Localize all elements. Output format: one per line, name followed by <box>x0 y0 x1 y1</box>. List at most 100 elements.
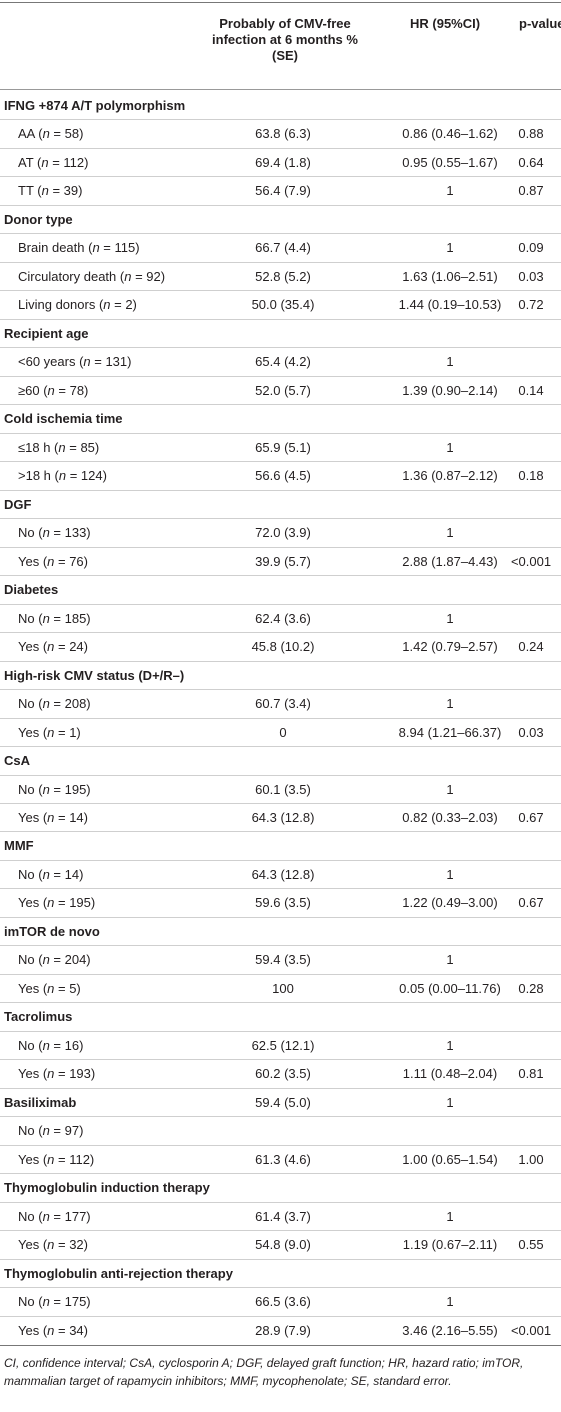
row-rule <box>0 689 561 690</box>
value-cell: 1.00 <box>518 1151 544 1167</box>
value-cell: 0.03 <box>518 268 544 284</box>
value-cell: 54.8 (9.0) <box>255 1237 311 1253</box>
row-rule <box>0 290 561 291</box>
value-cell: 0.09 <box>518 240 544 256</box>
row-label: Yes (n = 195) <box>18 895 96 911</box>
value-cell: 0.72 <box>518 297 544 313</box>
row-rule <box>0 1031 561 1032</box>
row-label: AT (n = 112) <box>18 154 89 170</box>
value-cell: 0.55 <box>518 1237 544 1253</box>
row-label: No (n = 177) <box>18 1208 91 1224</box>
value-cell: 69.4 (1.8) <box>255 154 311 170</box>
row-label: Living donors (n = 2) <box>18 297 137 313</box>
row-rule <box>0 718 561 719</box>
value-cell: 60.2 (3.5) <box>255 1066 311 1082</box>
value-cell: 0.64 <box>518 154 544 170</box>
value-cell: 1 <box>446 354 454 370</box>
value-cell: 0.14 <box>518 382 544 398</box>
group-title: Diabetes <box>4 582 59 598</box>
value-cell: 1.44 (0.19–10.53) <box>398 297 502 313</box>
value-cell: 1.36 (0.87–2.12) <box>402 468 498 484</box>
value-cell: 1.63 (1.06–2.51) <box>402 268 498 284</box>
value-cell: 3.46 (2.16–5.55) <box>402 1322 498 1338</box>
bottom-rule <box>0 1345 561 1346</box>
value-cell: 52.8 (5.2) <box>255 268 311 284</box>
row-rule <box>0 518 561 519</box>
group-title: Cold ischemia time <box>4 411 123 427</box>
value-cell: 1 <box>446 1208 454 1224</box>
value-cell: 59.6 (3.5) <box>255 895 311 911</box>
row-label: No (n = 16) <box>18 1037 84 1053</box>
group-title: High-risk CMV status (D+/R–) <box>4 667 185 683</box>
row-rule <box>0 917 561 918</box>
row-rule <box>0 1088 561 1089</box>
value-cell: 1.00 (0.65–1.54) <box>402 1151 498 1167</box>
value-cell: 1 <box>446 240 454 256</box>
row-label: No (n = 14) <box>18 866 84 882</box>
value-cell: 64.3 (12.8) <box>251 810 315 825</box>
row-label: No (n = 185) <box>18 610 91 626</box>
value-cell: 62.5 (12.1) <box>251 1037 315 1053</box>
value-cell: 59.4 (5.0) <box>255 1094 311 1110</box>
value-cell: 60.7 (3.4) <box>255 696 311 712</box>
row-label: Yes (n = 14) <box>18 810 88 825</box>
value-cell: 65.9 (5.1) <box>255 439 311 455</box>
row-label: ≤18 h (n = 85) <box>18 439 100 455</box>
group-title: Recipient age <box>4 325 89 341</box>
group-title: Thymoglobulin anti-rejection therapy <box>4 1265 233 1281</box>
row-rule <box>0 1230 561 1231</box>
row-label: Yes (n = 76) <box>18 553 88 569</box>
row-rule <box>0 1173 561 1174</box>
row-label: ≥60 (n = 78) <box>18 382 89 398</box>
row-label: No (n = 133) <box>18 525 91 541</box>
row-label: Brain death (n = 115) <box>18 240 140 256</box>
value-cell: 1 <box>446 610 454 626</box>
group-title: MMF <box>4 838 34 854</box>
value-cell: 1 <box>446 439 454 455</box>
footnote: CI, confidence interval; CsA, cyclospori… <box>4 1356 524 1388</box>
row-rule <box>0 148 561 149</box>
value-cell: 64.3 (12.8) <box>251 866 315 882</box>
row-label: >18 h (n = 124) <box>18 468 107 484</box>
value-cell: 1.42 (0.79–2.57) <box>402 639 498 655</box>
row-label: Yes (n = 1) <box>18 724 81 740</box>
value-cell: 59.4 (3.5) <box>255 952 311 968</box>
value-cell: 2.88 (1.87–4.43) <box>402 553 498 569</box>
row-rule <box>0 376 561 377</box>
row-rule <box>0 945 561 946</box>
row-rule <box>0 547 561 548</box>
row-rule <box>0 1202 561 1203</box>
value-cell: 1 <box>446 525 454 541</box>
row-label: Yes (n = 34) <box>18 1322 88 1338</box>
group-title: Basiliximab <box>4 1094 77 1110</box>
value-cell: 1 <box>446 696 454 712</box>
value-cell: 62.4 (3.6) <box>255 610 311 626</box>
row-label: Yes (n = 193) <box>18 1066 96 1082</box>
group-title: IFNG +874 A/T polymorphism <box>4 98 186 113</box>
value-cell: 1 <box>446 952 454 968</box>
row-rule <box>0 461 561 462</box>
value-cell: 45.8 (10.2) <box>251 639 315 655</box>
value-cell: 1 <box>446 866 454 882</box>
row-rule <box>0 233 561 234</box>
value-cell: 63.8 (6.3) <box>255 126 311 142</box>
row-rule <box>0 888 561 889</box>
row-label: Yes (n = 24) <box>18 639 88 655</box>
row-rule <box>0 404 561 405</box>
value-cell: 1 <box>446 781 454 797</box>
row-rule <box>0 632 561 633</box>
header-cell: Probably of CMV-free infection at 6 mont… <box>212 16 358 63</box>
row-label: No (n = 208) <box>18 696 91 712</box>
value-cell: 1 <box>446 183 454 199</box>
row-rule <box>0 1316 561 1317</box>
value-cell: 1 <box>446 1294 454 1310</box>
value-cell: 56.4 (7.9) <box>255 183 311 199</box>
value-cell: 8.94 (1.21–66.37) <box>398 724 502 740</box>
header-rule <box>0 89 561 90</box>
value-cell: 1.19 (0.67–2.11) <box>402 1237 498 1253</box>
row-label: No (n = 204) <box>18 952 91 968</box>
group-title: DGF <box>4 496 32 512</box>
row-rule <box>0 775 561 776</box>
row-rule <box>0 1287 561 1288</box>
group-title: Tacrolimus <box>4 1009 73 1025</box>
